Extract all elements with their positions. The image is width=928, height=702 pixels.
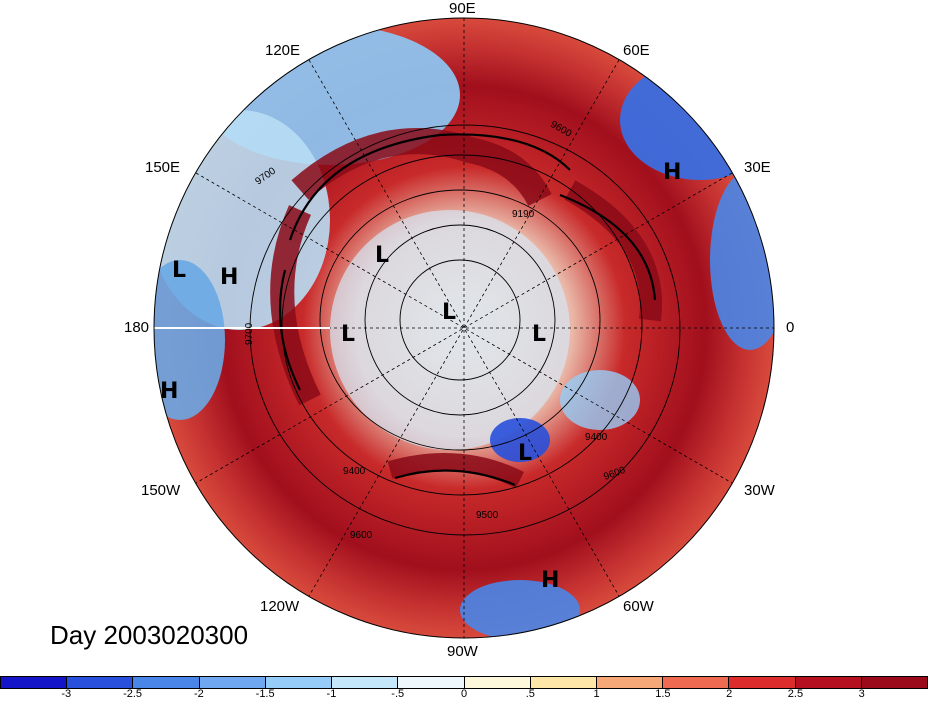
colorbar-swatch (199, 677, 266, 688)
longitude-label: 150E (145, 159, 181, 176)
contour-label: 9400 (343, 466, 366, 477)
longitude-label: 30W (744, 482, 775, 499)
contour-label: 9600 (350, 530, 373, 541)
colorbar-tick-label: -3 (61, 688, 72, 700)
longitude-label: 150W (141, 482, 181, 499)
colorbar-tick-label: -1.5 (255, 688, 275, 700)
colorbar-swatch (729, 677, 796, 688)
colorbar-tick-label: 1.5 (655, 688, 671, 700)
pressure-center-label: H (160, 379, 179, 404)
pressure-center-label: L (172, 258, 187, 283)
colorbar-tick-label: -2.5 (123, 688, 143, 700)
colorbar-swatch (1, 677, 68, 688)
longitude-label: 90W (447, 643, 478, 660)
colorbar-swatch (67, 677, 134, 688)
colorbar-swatch (265, 677, 333, 688)
colorbar-swatch (530, 677, 597, 688)
longitude-label: 120E (265, 42, 301, 59)
colorbar-swatch (795, 677, 862, 688)
pressure-center-label: L (375, 243, 390, 268)
pressure-center-label: L (518, 441, 533, 466)
colorbar-swatch (398, 677, 465, 688)
pressure-center-label: L (532, 322, 547, 347)
colorbar-tick-label: .5 (525, 688, 535, 700)
colorbar-swatch (861, 677, 928, 688)
colorbar-tick-label: 3 (858, 688, 865, 700)
contour-label: 9190 (512, 209, 535, 220)
pressure-center-label: L (341, 322, 356, 347)
colorbar-tick-label: -2 (193, 688, 204, 700)
longitude-label: 30E (744, 159, 771, 176)
colorbar-swatch (332, 677, 399, 688)
longitude-label: 60E (623, 42, 650, 59)
colorbar-tick-label: 2 (726, 688, 733, 700)
pressure-center-label: H (220, 265, 239, 290)
longitude-label: 90E (449, 0, 476, 17)
contour-label: 9500 (476, 510, 499, 521)
colorbar-tick-label: -1 (326, 688, 337, 700)
colorbar-tick-label: 1 (593, 688, 600, 700)
colorbar (0, 676, 928, 689)
colorbar-swatch (596, 677, 664, 688)
longitude-label: 0 (786, 319, 795, 336)
contour-label: 9700 (244, 322, 255, 345)
pressure-center-label: H (541, 568, 560, 593)
colorbar-swatch (464, 677, 531, 688)
pressure-center-label: H (663, 160, 682, 185)
contour-label: 9400 (585, 432, 608, 443)
colorbar-tick-label: -.5 (391, 688, 405, 700)
colorbar-swatch (663, 677, 730, 688)
longitude-label: 120W (260, 598, 300, 615)
pressure-center-label: L (442, 300, 457, 325)
longitude-label: 180 (124, 319, 150, 336)
day-label: Day 2003020300 (50, 620, 249, 650)
colorbar-swatch (133, 677, 200, 688)
colorbar-tick-label: 0 (460, 688, 468, 700)
longitude-label: 60W (623, 598, 654, 615)
colorbar-tick-label: 2.5 (787, 688, 804, 700)
